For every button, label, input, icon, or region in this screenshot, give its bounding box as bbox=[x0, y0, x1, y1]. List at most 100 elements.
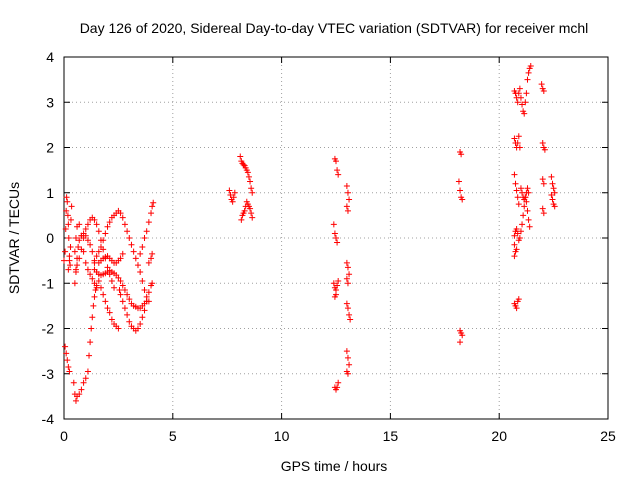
data-point bbox=[76, 221, 83, 228]
data-point bbox=[132, 255, 139, 262]
data-point bbox=[457, 187, 464, 194]
data-point bbox=[333, 235, 339, 241]
data-point bbox=[333, 158, 339, 165]
data-point bbox=[63, 207, 70, 214]
x-tick-label: 0 bbox=[60, 428, 68, 444]
data-point bbox=[124, 228, 131, 235]
data-point bbox=[238, 216, 245, 223]
data-point bbox=[89, 275, 96, 282]
data-point bbox=[520, 212, 527, 219]
data-point bbox=[62, 343, 69, 350]
data-point bbox=[149, 203, 156, 210]
axes bbox=[63, 56, 609, 420]
y-axis-label: SDTVAR / TECUs bbox=[6, 182, 22, 294]
data-point bbox=[76, 237, 83, 244]
data-point bbox=[93, 253, 100, 260]
data-point bbox=[119, 250, 126, 257]
data-point bbox=[63, 194, 70, 201]
data-point bbox=[343, 275, 350, 282]
data-point bbox=[248, 185, 255, 192]
data-point bbox=[119, 298, 126, 305]
data-point bbox=[524, 207, 531, 214]
data-point bbox=[61, 257, 67, 264]
data-point bbox=[346, 271, 353, 278]
data-point bbox=[240, 161, 247, 168]
data-point bbox=[522, 99, 529, 106]
data-point bbox=[82, 225, 89, 232]
data-point bbox=[241, 207, 248, 214]
data-point bbox=[334, 384, 341, 391]
data-point bbox=[65, 363, 72, 370]
data-point bbox=[526, 223, 533, 230]
data-point bbox=[67, 244, 74, 251]
data-point bbox=[128, 241, 135, 248]
data-point bbox=[513, 305, 520, 312]
data-point bbox=[549, 196, 556, 203]
data-point bbox=[87, 241, 94, 248]
data-point bbox=[335, 277, 342, 284]
data-point bbox=[551, 189, 558, 196]
data-point bbox=[84, 266, 91, 273]
data-point bbox=[67, 262, 74, 269]
data-point bbox=[80, 379, 87, 386]
data-point bbox=[459, 196, 466, 203]
data-point bbox=[247, 178, 254, 185]
data-point bbox=[121, 221, 128, 228]
data-point bbox=[512, 180, 519, 187]
data-point bbox=[104, 305, 111, 312]
data-point bbox=[93, 284, 100, 291]
data-point bbox=[343, 348, 350, 355]
data-point bbox=[141, 287, 148, 294]
data-point bbox=[145, 259, 152, 266]
data-point bbox=[66, 368, 73, 375]
data-point bbox=[330, 280, 337, 287]
data-point bbox=[126, 318, 133, 325]
data-point bbox=[521, 110, 528, 117]
data-point bbox=[68, 203, 75, 210]
data-point bbox=[248, 210, 255, 217]
data-point bbox=[550, 185, 557, 192]
data-point bbox=[229, 198, 236, 205]
x-tick-label: 15 bbox=[383, 428, 399, 444]
data-point bbox=[344, 305, 351, 312]
data-point bbox=[538, 81, 545, 88]
data-point bbox=[344, 354, 351, 361]
data-point bbox=[517, 94, 524, 101]
data-point bbox=[117, 291, 124, 298]
data-point bbox=[124, 311, 131, 318]
data-point bbox=[524, 185, 531, 192]
data-point bbox=[145, 219, 152, 226]
data-point bbox=[119, 214, 126, 221]
data-point bbox=[551, 203, 558, 210]
x-tick-label: 25 bbox=[600, 428, 616, 444]
data-point bbox=[88, 325, 95, 332]
data-point bbox=[139, 277, 146, 284]
data-point bbox=[86, 352, 93, 359]
data-point bbox=[121, 287, 128, 294]
data-point bbox=[71, 280, 78, 287]
data-point bbox=[515, 90, 522, 97]
data-point bbox=[74, 262, 81, 269]
data-point bbox=[78, 386, 85, 393]
data-point bbox=[137, 320, 144, 327]
data-point bbox=[343, 300, 350, 307]
data-point bbox=[513, 187, 520, 194]
data-point bbox=[524, 76, 531, 83]
data-point bbox=[539, 139, 546, 146]
y-tick-label: 4 bbox=[46, 49, 54, 65]
data-point bbox=[514, 230, 521, 237]
data-point bbox=[245, 173, 252, 180]
data-point bbox=[525, 69, 532, 76]
data-point bbox=[72, 235, 79, 241]
data-point bbox=[511, 171, 518, 178]
data-point bbox=[71, 248, 78, 255]
data-point bbox=[108, 277, 115, 284]
data-point bbox=[231, 189, 238, 196]
data-point bbox=[76, 255, 83, 262]
data-point bbox=[62, 248, 69, 255]
data-point bbox=[513, 225, 520, 232]
data-point bbox=[134, 325, 141, 332]
data-point bbox=[84, 237, 91, 244]
y-tick-label: 1 bbox=[46, 185, 54, 201]
data-point bbox=[515, 201, 522, 208]
